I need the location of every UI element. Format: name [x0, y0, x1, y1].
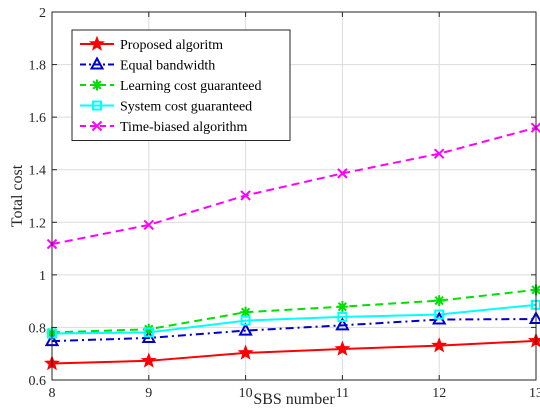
series-line-4	[51, 303, 537, 335]
y-tick-label: 1.4	[29, 164, 47, 179]
plot-frame	[51, 11, 537, 381]
series-2-point	[238, 322, 253, 336]
legend-marker	[89, 56, 105, 70]
series-2-point	[335, 317, 350, 331]
y-tick-label: 1	[39, 269, 46, 284]
legend: Proposed algoritm Equal bandwidth Learning…	[71, 29, 291, 141]
legend-label: Equal bandwidth	[120, 59, 215, 74]
legend-item: System cost guaranteed	[80, 100, 252, 115]
legend-marker	[92, 100, 102, 111]
series-5-point	[143, 219, 155, 231]
series-1-point	[334, 340, 351, 356]
series-line-1	[51, 339, 537, 365]
x-axis-title: SBS number	[253, 391, 335, 408]
legend-label: Time-biased algorithm	[120, 120, 248, 135]
series-5-point	[433, 148, 445, 159]
legend-label: Proposed algoritm	[120, 38, 223, 53]
series-1-point	[237, 344, 254, 360]
y-tick-label: 2	[39, 6, 46, 21]
y-tick-label: 0.8	[29, 321, 47, 336]
x-tick-label: 8	[49, 386, 56, 401]
series-5-point	[337, 168, 348, 179]
series-4-point	[240, 315, 251, 326]
y-tick-label: 1.2	[29, 216, 47, 231]
series-markers	[44, 122, 540, 371]
series-line-5	[51, 126, 537, 246]
y-tick-labels: 0.6 0.8 1 1.2 1.4 1.6 1.8 2	[29, 6, 47, 389]
legend-item: Time-biased algorithm	[80, 120, 248, 135]
y-tick-label: 1.6	[29, 111, 47, 126]
x-tick-label: 10	[239, 386, 253, 401]
x-tick-labels: 8 9 10 11 12 13	[49, 386, 540, 401]
series-3-point	[433, 295, 445, 307]
x-tick-label: 9	[145, 386, 152, 401]
legend-marker	[91, 79, 103, 91]
legend-label: System cost guaranteed	[120, 100, 252, 115]
series-4-point	[143, 327, 154, 338]
series-5-point	[240, 190, 251, 201]
x-tick-label: 12	[432, 386, 446, 401]
legend-marker	[91, 120, 103, 132]
legend-item: Equal bandwidth	[80, 56, 215, 74]
legend-marker	[89, 35, 105, 51]
legend-item: Learning cost guaranteed	[80, 79, 262, 94]
series-1-point	[140, 352, 157, 368]
series-line-3	[51, 288, 537, 334]
legend-label: Learning cost guaranteed	[120, 79, 262, 94]
series-4-point	[434, 309, 445, 320]
series-3-point	[336, 301, 348, 313]
y-tick-label: 0.6	[29, 374, 47, 389]
legend-item: Proposed algoritm	[80, 35, 223, 53]
x-tick-label: 13	[529, 386, 540, 401]
axis-ticks	[51, 11, 537, 381]
y-axis-title: Total cost	[9, 164, 26, 227]
x-tick-label: 11	[336, 386, 349, 401]
y-tick-label: 1.8	[29, 59, 47, 74]
legend-box	[71, 29, 291, 141]
series-1-point	[431, 337, 448, 353]
series-line-2	[51, 318, 537, 343]
series-3-point	[240, 306, 252, 318]
series-4-point	[337, 311, 348, 322]
series-lines	[51, 126, 537, 365]
